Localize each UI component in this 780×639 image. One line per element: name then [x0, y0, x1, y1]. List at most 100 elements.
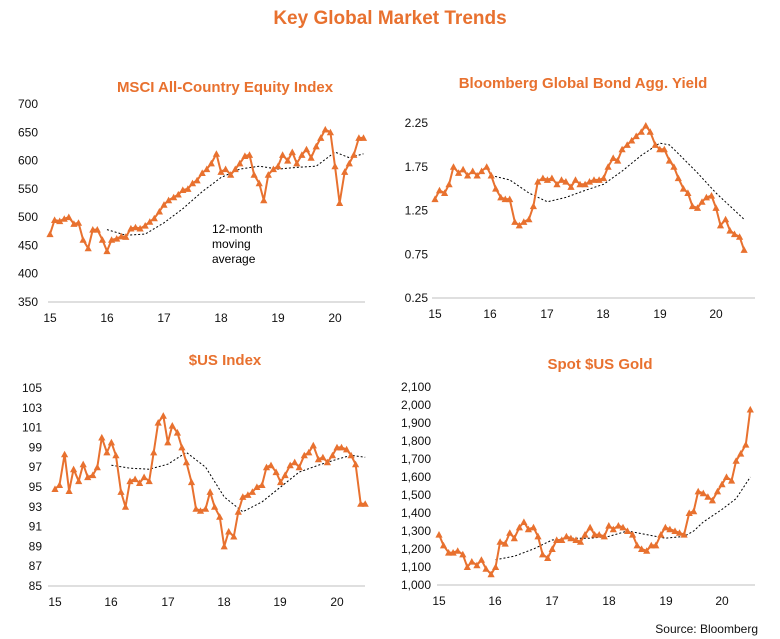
data-point-marker [178, 443, 186, 451]
data-point-marker [61, 450, 69, 458]
data-point-marker [284, 157, 292, 164]
data-point-marker [487, 570, 495, 578]
average-line-layer [495, 476, 751, 561]
data-point-marker [713, 487, 722, 495]
moving-average-line [111, 451, 366, 513]
data-point-marker [55, 481, 64, 488]
data-point-marker [359, 134, 368, 141]
data-point-marker [623, 141, 631, 148]
x-tick-label: 18 [217, 595, 231, 609]
y-tick-label: 600 [18, 154, 38, 168]
data-point-marker [212, 150, 220, 157]
data-point-marker [510, 534, 518, 542]
data-point-marker [553, 180, 561, 188]
data-point-marker [165, 196, 173, 204]
data-point-marker [497, 193, 505, 201]
data-point-marker [736, 233, 744, 240]
data-point-marker [529, 523, 538, 531]
chart-title: Spot $US Gold [548, 356, 653, 373]
data-point-marker [150, 214, 158, 222]
data-point-marker [314, 455, 322, 463]
data-point-marker [651, 141, 659, 148]
data-point-marker [56, 217, 64, 225]
data-point-marker [302, 145, 311, 153]
data-point-marker [307, 154, 315, 161]
data-point-marker [511, 218, 519, 225]
data-point-marker [688, 202, 696, 210]
data-point-marker [666, 525, 674, 533]
data-point-marker [544, 554, 552, 561]
data-point-marker [652, 541, 660, 549]
data-point-marker [643, 547, 651, 554]
data-point-marker [60, 215, 68, 222]
data-point-marker [291, 458, 299, 466]
data-point-marker [347, 451, 355, 459]
x-tick-label: 20 [328, 311, 342, 325]
data-point-marker [136, 224, 144, 232]
data-point-marker [84, 244, 92, 252]
data-point-marker [675, 529, 684, 536]
y-tick-label: 85 [29, 579, 43, 593]
data-point-marker [286, 461, 294, 469]
y-tick-label: 0.25 [405, 291, 429, 305]
data-point-marker [121, 503, 130, 510]
x-tick-label: 19 [273, 595, 287, 609]
y-tick-label: 0.75 [405, 247, 429, 261]
data-point-marker [553, 536, 561, 543]
data-point-marker [628, 136, 636, 144]
data-point-marker [298, 151, 306, 158]
data-point-marker [441, 189, 449, 196]
data-point-marker [51, 485, 59, 492]
series-line-layer [434, 124, 746, 251]
data-point-marker [355, 134, 363, 141]
data-point-marker [202, 505, 210, 512]
data-point-marker [323, 458, 331, 466]
data-point-marker [459, 165, 467, 173]
chart-title: $US Index [189, 352, 262, 369]
data-point-marker [225, 527, 233, 535]
data-point-marker [707, 192, 716, 199]
data-point-marker [483, 163, 491, 170]
data-point-marker [245, 151, 254, 158]
data-point-marker [572, 536, 580, 543]
data-point-marker [445, 180, 453, 188]
data-point-marker [740, 246, 748, 253]
data-point-marker [463, 563, 471, 570]
x-tick-label: 19 [271, 311, 285, 325]
data-point-marker [722, 473, 731, 480]
x-tick-label: 20 [715, 594, 729, 608]
data-point-marker [170, 193, 178, 201]
x-tick-label: 16 [104, 595, 118, 609]
y-tick-label: 87 [29, 559, 43, 573]
data-point-marker [222, 165, 230, 173]
data-point-marker [558, 536, 566, 543]
data-point-marker [732, 457, 740, 464]
data-point-marker [722, 215, 730, 223]
data-point-marker [473, 171, 481, 179]
data-point-marker [487, 171, 495, 179]
annotation-line-2: moving [212, 237, 251, 251]
data-point-marker [230, 532, 238, 540]
data-point-marker [619, 523, 627, 531]
data-point-marker [581, 531, 589, 538]
data-point-marker [140, 473, 148, 481]
y-tick-label: 2,100 [401, 380, 431, 394]
data-point-marker [154, 419, 162, 426]
data-point-marker [642, 122, 650, 129]
data-point-marker [248, 488, 256, 495]
data-point-marker [136, 479, 144, 486]
data-point-marker [679, 185, 687, 192]
data-point-marker [150, 448, 158, 456]
data-point-marker [146, 218, 154, 225]
data-point-marker [633, 541, 641, 549]
data-point-marker [206, 488, 214, 495]
data-point-marker [122, 233, 130, 240]
data-point-marker [321, 125, 329, 133]
data-point-marker [193, 176, 201, 184]
data-point-marker [46, 230, 54, 238]
data-point-marker [726, 227, 734, 234]
data-point-marker [168, 422, 176, 429]
y-tick-label: 1,700 [401, 452, 431, 466]
data-point-marker [258, 481, 266, 488]
